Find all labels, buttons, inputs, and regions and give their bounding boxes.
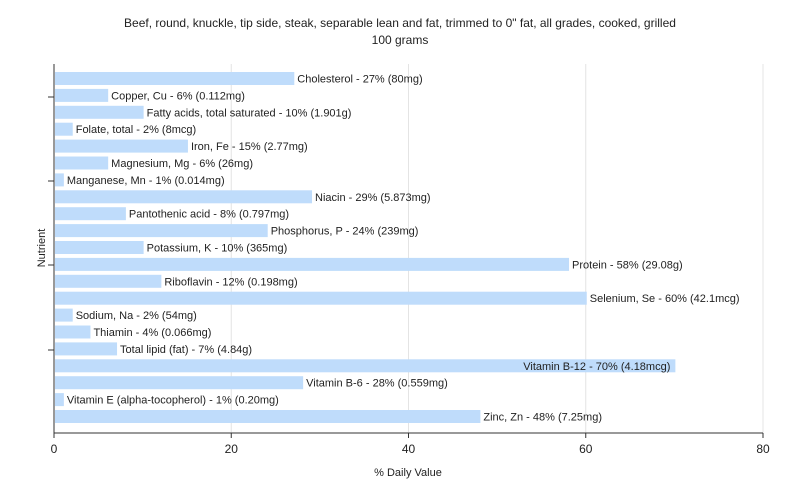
bar-data-label: Vitamin B-6 - 28% (0.559mg): [306, 378, 448, 390]
bar-data-label: Thiamin - 4% (0.066mg): [93, 327, 211, 339]
bar: [55, 342, 118, 356]
bar: [55, 291, 587, 305]
bar: [55, 410, 481, 423]
bar: [55, 393, 64, 407]
x-tick-label: 0: [51, 442, 58, 456]
bar-labels: Cholesterol - 27% (80mg) Copper, Cu - 6% …: [67, 74, 740, 424]
bar-data-label: Niacin - 29% (5.873mg): [315, 192, 431, 204]
x-tick-label: 20: [225, 442, 239, 456]
bar: [55, 325, 91, 339]
y-axis-title: Nutrient: [36, 229, 48, 268]
bar-data-label: Fatty acids, total saturated - 10% (1.90…: [147, 107, 352, 119]
bar-data-label: Potassium, K - 10% (365mg): [147, 243, 288, 255]
x-tick-label: 40: [402, 442, 416, 456]
x-tick-label: 60: [579, 442, 593, 456]
bar-data-label: Phosphorus, P - 24% (239mg): [271, 226, 419, 238]
bar: [55, 173, 64, 187]
bar: [55, 308, 73, 322]
bar-data-label: Cholesterol - 27% (80mg): [297, 74, 422, 86]
bar: [55, 224, 268, 238]
bar: [55, 376, 304, 390]
bar-data-label: Riboflavin - 12% (0.198mg): [164, 276, 297, 288]
bar-data-label: Iron, Fe - 15% (2.77mg): [191, 141, 308, 153]
bar-data-label: Pantothenic acid - 8% (0.797mg): [129, 209, 289, 221]
bar: [55, 88, 109, 102]
bar-data-label: Folate, total - 2% (8mcg): [76, 124, 196, 136]
bar-data-label: Selenium, Se - 60% (42.1mcg): [590, 293, 740, 305]
bar: [55, 139, 188, 153]
bars: [55, 72, 676, 423]
bar-data-label: Vitamin B-12 - 70% (4.18mcg): [523, 361, 670, 373]
bar: [55, 207, 126, 221]
axes: 0 20 40 60 80: [48, 64, 770, 456]
bar: [55, 257, 570, 271]
x-axis-title: % Daily Value: [374, 467, 442, 479]
chart-title: Beef, round, knuckle, tip side, steak, s…: [124, 16, 676, 30]
bar: [55, 122, 73, 136]
bar: [55, 241, 144, 254]
x-tick-label: 80: [756, 442, 770, 456]
bar: [55, 190, 313, 204]
bar: [55, 72, 295, 85]
chart-subtitle: 100 grams: [371, 33, 429, 47]
bar-data-label: Magnesium, Mg - 6% (26mg): [111, 158, 253, 170]
bar: [55, 274, 162, 288]
bar-data-label: Protein - 58% (29.08g): [572, 259, 683, 271]
bar: [55, 156, 109, 170]
bar-data-label: Vitamin E (alpha-tocopherol) - 1% (0.20m…: [67, 395, 279, 407]
bar-data-label: Manganese, Mn - 1% (0.014mg): [67, 175, 225, 187]
bar-data-label: Sodium, Na - 2% (54mg): [76, 310, 197, 322]
bar: [55, 359, 676, 373]
bar-data-label: Total lipid (fat) - 7% (4.84g): [120, 344, 252, 356]
bar-data-label: Copper, Cu - 6% (0.112mg): [111, 90, 245, 102]
bar: [55, 105, 144, 119]
bar-data-label: Zinc, Zn - 48% (7.25mg): [483, 412, 602, 424]
